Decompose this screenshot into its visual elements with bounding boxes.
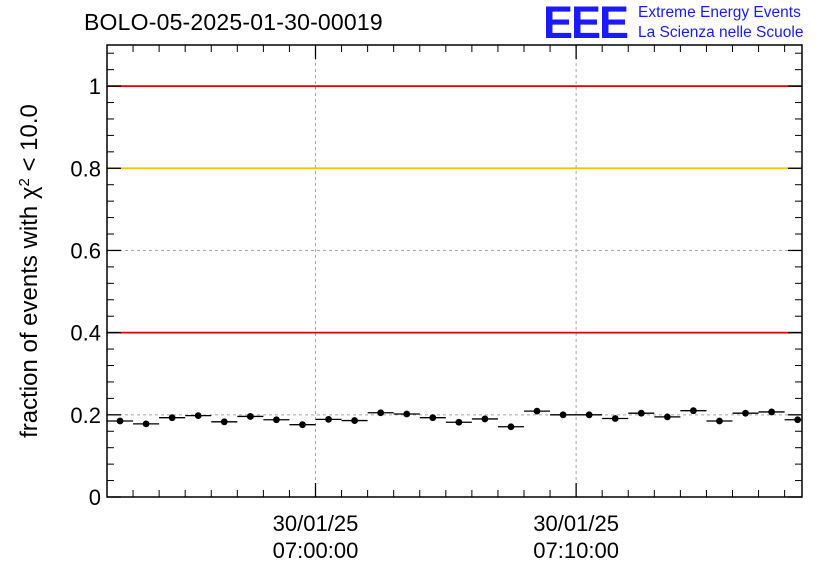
data-point [663, 413, 671, 421]
data-point [273, 416, 280, 424]
reference-lines [107, 85, 802, 334]
x-tick-label-date: 30/01/25 [533, 511, 619, 536]
y-axis-label-superscript: 2 [16, 178, 33, 186]
x-tick-label-time: 07:00:00 [273, 538, 359, 563]
run-title: BOLO-05-2025-01-30-00019 [84, 9, 383, 35]
y-tick-label: 0.8 [70, 156, 101, 181]
eee-logo: EEE Extreme Energy Events La Scienza nel… [543, 0, 833, 48]
tick-labels: 00.20.40.60.8130/01/2507:00:0030/01/2507… [70, 74, 619, 563]
logo-line-la-scienza: La Scienza nelle Scuole [638, 24, 804, 41]
data-point [299, 421, 306, 429]
data-point [377, 409, 385, 417]
data-points [107, 407, 802, 431]
logo-line-extreme-energy-events: Extreme Energy Events [638, 4, 801, 21]
data-point [507, 423, 515, 431]
data-point [220, 418, 228, 426]
data-point [246, 413, 254, 420]
data-point [168, 414, 176, 422]
data-point [794, 416, 802, 424]
data-point [455, 418, 463, 426]
data-point [742, 409, 749, 417]
data-point [142, 420, 150, 428]
y-tick-label: 0 [89, 485, 101, 510]
data-point [637, 409, 645, 417]
grid-lines [107, 45, 802, 497]
data-point [611, 415, 619, 422]
plot-frame [106, 44, 803, 498]
data-point [403, 410, 411, 418]
x-tick-label-date: 30/01/25 [273, 511, 359, 536]
eee-logo-letters: EEE [543, 0, 629, 48]
data-point [429, 414, 437, 422]
data-point [116, 417, 124, 425]
axis-ticks [106, 45, 802, 498]
data-point [533, 407, 541, 415]
y-axis-label-tail: < 10.0 [16, 104, 43, 178]
data-point [481, 415, 489, 423]
y-axis-label: fraction of events with χ2 < 10.0 [16, 104, 44, 438]
y-tick-label: 0.2 [70, 403, 101, 428]
x-tick-label-time: 07:10:00 [533, 538, 619, 563]
y-tick-label: 0.4 [70, 321, 101, 346]
data-point [716, 417, 723, 425]
y-tick-label: 1 [89, 74, 101, 99]
data-point [585, 411, 593, 419]
data-point [351, 417, 358, 424]
y-tick-label: 0.6 [70, 238, 101, 263]
data-point [768, 408, 775, 416]
data-point [194, 412, 202, 420]
data-point [325, 415, 332, 423]
data-point [559, 411, 567, 419]
y-axis-label-main: fraction of events with χ [16, 186, 43, 438]
data-point [690, 407, 697, 415]
